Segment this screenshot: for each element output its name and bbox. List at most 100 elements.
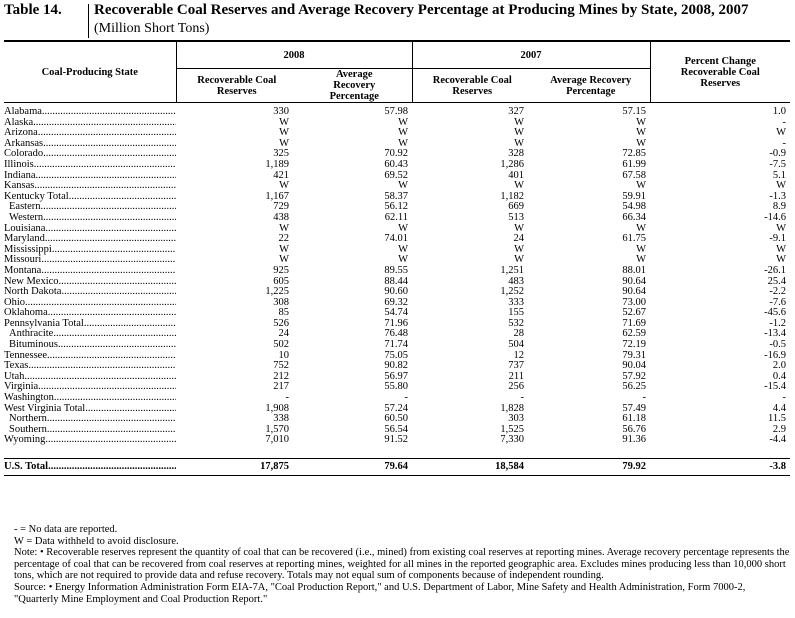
- cell-p07: 91.36: [622, 434, 646, 446]
- cell-p07: 71.69: [622, 317, 646, 329]
- cell-r08: W: [279, 254, 289, 266]
- dot-leader: ........................................…: [83, 318, 176, 329]
- state-label: Bituminous: [9, 340, 59, 351]
- dot-leader: ........................................…: [41, 265, 176, 276]
- table-row: Indiana.................................…: [4, 169, 790, 182]
- cell-p07: 52.67: [622, 307, 646, 319]
- state-name: North Dakota............................…: [4, 287, 176, 298]
- cell-p08: 56.97: [384, 370, 408, 382]
- dot-leader: ........................................…: [53, 329, 176, 340]
- cell-r07: 155: [508, 307, 524, 319]
- source-text: Source: • Energy Information Administrat…: [14, 581, 746, 605]
- cell-chg: -0.5: [769, 339, 786, 351]
- cell-p07: -: [642, 392, 647, 404]
- cell-r08: 330: [273, 106, 289, 117]
- cell-p08: W: [398, 180, 408, 192]
- cell-r07: 1,286: [500, 158, 524, 170]
- cell-chg: -3.8: [650, 458, 790, 476]
- state-name: Montana.................................…: [4, 266, 176, 277]
- state-label: Kansas: [4, 181, 35, 192]
- cell-r07: 333: [508, 296, 524, 308]
- cell-r08: W: [279, 116, 289, 128]
- cell-p07: W: [636, 254, 646, 266]
- cell-p08: 56.12: [384, 201, 408, 213]
- cell-chg: 5.1: [772, 169, 786, 181]
- dot-leader: ........................................…: [40, 202, 177, 213]
- total-row: U.S. Total..............................…: [4, 458, 790, 476]
- cell-chg: W: [776, 254, 786, 266]
- cell-r08: W: [279, 127, 289, 139]
- state-name: Kansas..................................…: [4, 181, 176, 192]
- cell-r07: W: [514, 116, 524, 128]
- state-label: New Mexico: [4, 276, 59, 287]
- cell-chg: -: [782, 392, 787, 404]
- state-name: Virginia................................…: [4, 382, 176, 393]
- cell-r07: 532: [508, 317, 524, 329]
- dot-leader: ........................................…: [58, 276, 176, 287]
- state-name: Alaska..................................…: [4, 118, 176, 129]
- state-label: Maryland: [4, 234, 45, 245]
- cell-p08: 60.50: [384, 413, 408, 425]
- table-row: Anthracite..............................…: [4, 329, 790, 340]
- cell-p07: 73.00: [622, 296, 646, 308]
- cell-p07: 56.76: [622, 423, 646, 435]
- cell-p08: 69.52: [384, 169, 408, 181]
- cell-p07: 59.91: [622, 190, 646, 202]
- state-name: Ohio....................................…: [4, 298, 176, 309]
- table-row: Texas...................................…: [4, 361, 790, 372]
- state-name: Bituminous..............................…: [4, 340, 176, 351]
- dot-leader: ........................................…: [43, 212, 176, 223]
- table-row: Alaska..................................…: [4, 116, 790, 129]
- cell-r08: 22: [278, 233, 290, 245]
- state-name: Maryland................................…: [4, 234, 176, 245]
- cell-p08: 54.74: [384, 307, 408, 319]
- cell-p08: 90.60: [384, 286, 408, 298]
- state-label: Alaska: [4, 117, 34, 128]
- state-name: Colorado................................…: [4, 149, 176, 160]
- note-text: Note: • Recoverable reserves represent t…: [14, 547, 790, 582]
- table-row: Pennsylvania Total......................…: [4, 317, 790, 330]
- cell-chg: -13.4: [764, 328, 786, 340]
- table-row: Kansas..................................…: [4, 181, 790, 192]
- cell-p07: 66.34: [622, 211, 646, 223]
- cell-r07: 327: [508, 106, 524, 117]
- state-name: New Mexico..............................…: [4, 277, 176, 288]
- table-row: Alabama.................................…: [4, 103, 790, 118]
- cell-p08: 60.43: [384, 158, 408, 170]
- dot-leader: ........................................…: [47, 308, 176, 319]
- cell-p07: W: [636, 127, 646, 139]
- cell-r08: 1,225: [265, 286, 289, 298]
- state-name: Washington..............................…: [4, 393, 176, 404]
- cell-r08: 1,189: [265, 158, 289, 170]
- cell-r08: 212: [273, 370, 289, 382]
- dot-leader: ........................................…: [48, 460, 176, 472]
- cell-p07: 67.58: [622, 169, 646, 181]
- state-name: U.S. Total..............................…: [4, 458, 176, 476]
- state-label: Colorado: [4, 149, 44, 160]
- table-row: Oklahoma................................…: [4, 308, 790, 319]
- table-row: Ohio....................................…: [4, 296, 790, 309]
- coal-reserves-table: Coal-Producing State 2008 2007 Percent C…: [4, 40, 790, 476]
- cell-r07: 18,584: [412, 458, 532, 476]
- cell-p07: 90.04: [622, 360, 646, 372]
- state-label: Montana: [4, 265, 42, 276]
- cell-chg: W: [776, 243, 786, 255]
- cell-r08: 1,167: [265, 190, 289, 202]
- cell-chg: 8.9: [772, 201, 786, 213]
- state-label: North Dakota: [4, 287, 62, 298]
- cell-r08: 729: [273, 201, 289, 213]
- header-year-2008: 2008: [175, 41, 412, 69]
- state-label: Louisiana: [4, 223, 46, 234]
- cell-chg: -1.2: [769, 317, 786, 329]
- cell-p07: 57.49: [622, 402, 646, 414]
- dot-leader: ........................................…: [43, 138, 176, 149]
- cell-r07: -: [520, 392, 525, 404]
- cell-r07: 7,330: [500, 434, 524, 446]
- cell-r07: W: [514, 180, 524, 192]
- table-row: Arkansas................................…: [4, 138, 790, 150]
- dot-leader: ........................................…: [61, 287, 176, 298]
- cell-p08: 76.48: [384, 328, 408, 340]
- table-row: Colorado................................…: [4, 149, 790, 160]
- dot-leader: ........................................…: [85, 403, 176, 414]
- cell-r08: 1,908: [265, 402, 289, 414]
